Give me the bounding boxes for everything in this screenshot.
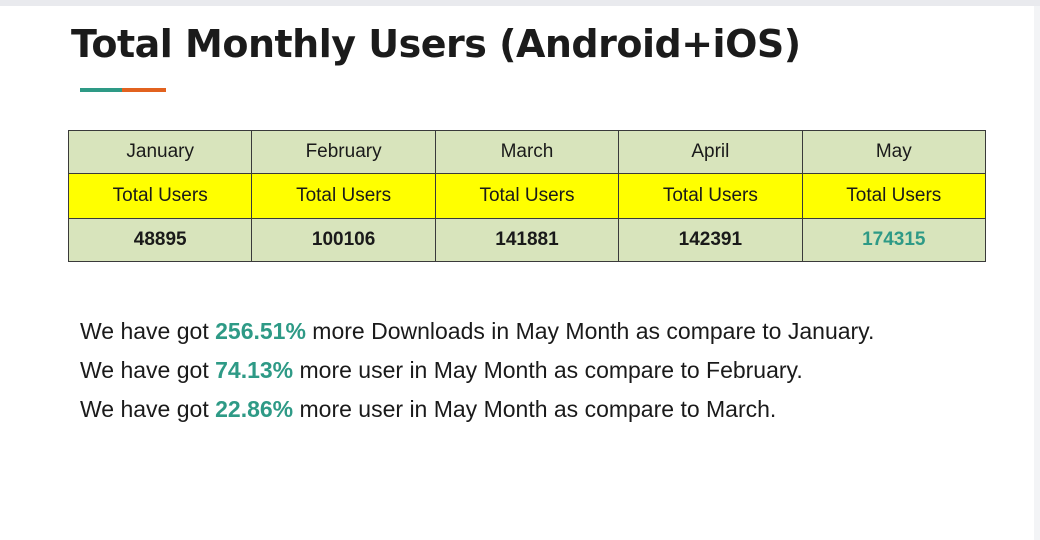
growth-percent: 22.86% xyxy=(215,396,294,422)
growth-percent: 256.51% xyxy=(215,318,306,344)
month-cell-may: May xyxy=(801,130,987,174)
title-accent-underline xyxy=(80,88,166,92)
monthly-users-table: January February March April May Total U… xyxy=(67,130,987,262)
user-count-january: 48895 xyxy=(67,218,253,262)
user-count-row: 48895 100106 141881 142391 174315 xyxy=(67,218,987,262)
total-users-label: Total Users xyxy=(67,173,253,219)
month-cell-april: April xyxy=(618,130,803,174)
summary-line-february: We have got 74.13% more user in May Mont… xyxy=(80,351,874,390)
page-title: Total Monthly Users (Android+iOS) xyxy=(71,22,801,66)
summary-suffix: more Downloads in May Month as compare t… xyxy=(305,318,875,344)
total-users-label: Total Users xyxy=(434,173,620,219)
growth-summary: We have got 256.51% more Downloads in Ma… xyxy=(80,312,874,429)
total-users-label: Total Users xyxy=(618,173,803,219)
growth-percent: 74.13% xyxy=(215,357,294,383)
user-count-february: 100106 xyxy=(251,218,436,262)
month-header-row: January February March April May xyxy=(67,130,987,174)
right-border xyxy=(1034,6,1040,540)
total-users-label: Total Users xyxy=(801,173,987,219)
user-count-april: 142391 xyxy=(618,218,803,262)
accent-teal-segment xyxy=(80,88,122,92)
summary-suffix: more user in May Month as compare to Feb… xyxy=(293,357,803,383)
user-count-march: 141881 xyxy=(434,218,620,262)
month-cell-march: March xyxy=(434,130,620,174)
summary-suffix: more user in May Month as compare to Mar… xyxy=(293,396,777,422)
summary-prefix: We have got xyxy=(80,357,216,383)
accent-orange-segment xyxy=(122,88,166,92)
total-users-label: Total Users xyxy=(251,173,436,219)
user-count-may: 174315 xyxy=(801,218,987,262)
summary-line-january: We have got 256.51% more Downloads in Ma… xyxy=(80,312,874,351)
summary-prefix: We have got xyxy=(80,318,216,344)
month-cell-february: February xyxy=(251,130,436,174)
summary-prefix: We have got xyxy=(80,396,216,422)
summary-line-march: We have got 22.86% more user in May Mont… xyxy=(80,390,874,429)
top-border xyxy=(0,0,1040,6)
month-cell-january: January xyxy=(67,130,253,174)
total-users-label-row: Total Users Total Users Total Users Tota… xyxy=(67,173,987,219)
